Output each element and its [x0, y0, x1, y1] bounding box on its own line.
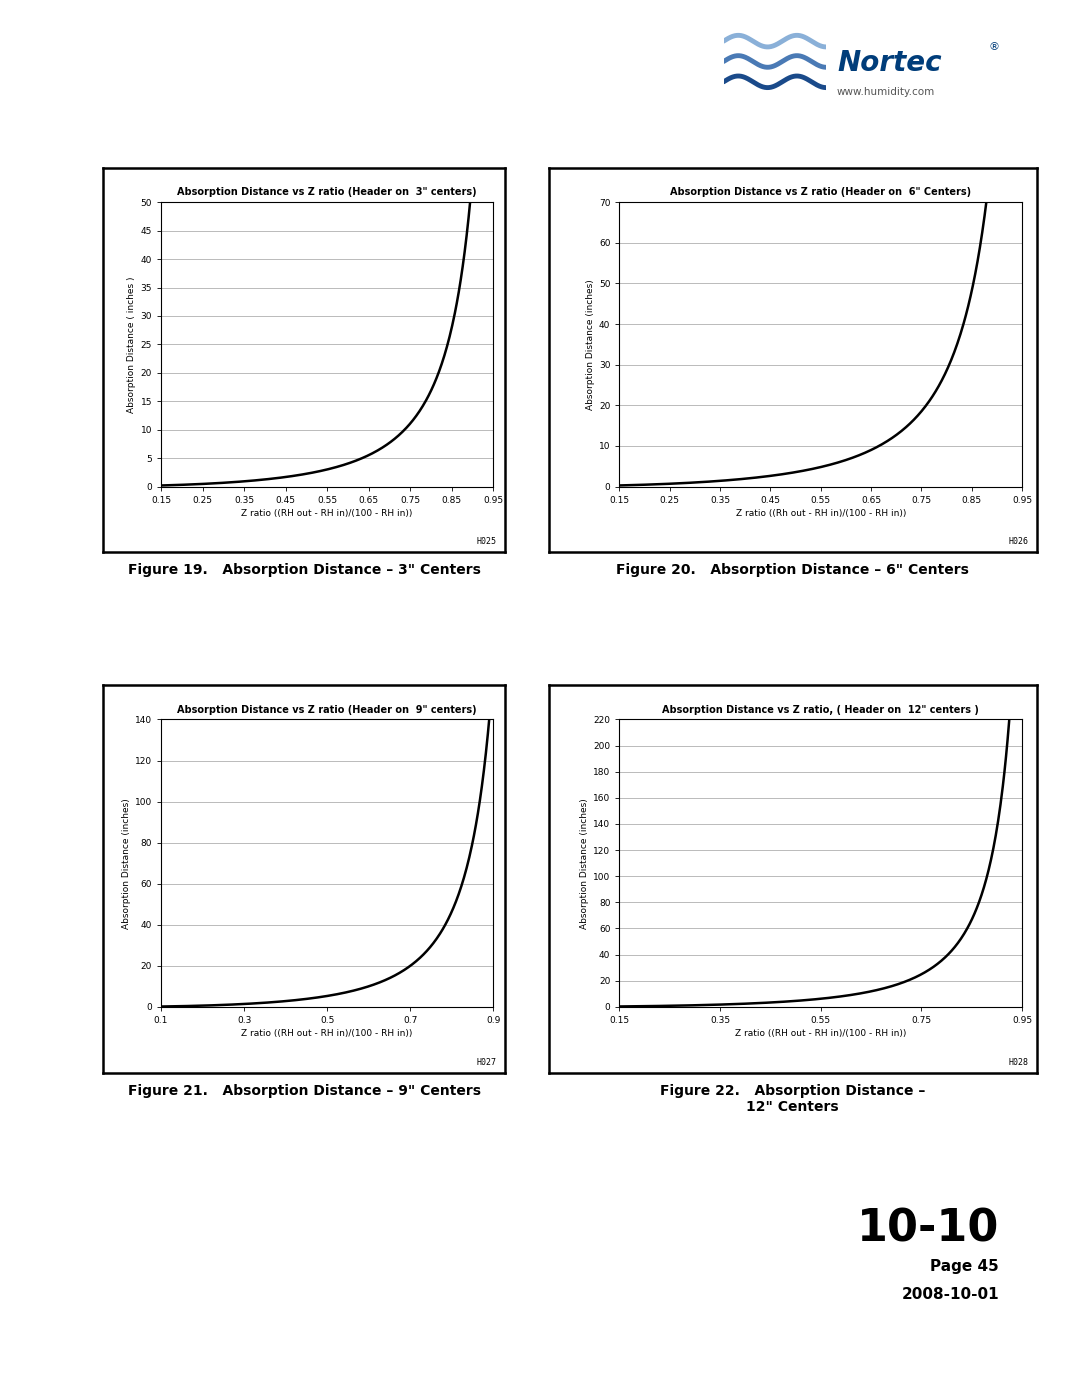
Text: 10-10: 10-10 [856, 1207, 999, 1250]
Text: H026: H026 [1008, 538, 1028, 546]
Text: Page 45: Page 45 [930, 1259, 999, 1274]
Title: Absorption Distance vs Z ratio (Header on  3" centers): Absorption Distance vs Z ratio (Header o… [177, 187, 477, 197]
X-axis label: Z ratio ((Rh out - RH in)/(100 - RH in)): Z ratio ((Rh out - RH in)/(100 - RH in)) [735, 509, 906, 518]
Y-axis label: Absorption Distance (inches): Absorption Distance (inches) [122, 798, 131, 929]
Text: ®: ® [988, 42, 999, 53]
Title: Absorption Distance vs Z ratio, ( Header on  12" centers ): Absorption Distance vs Z ratio, ( Header… [662, 704, 980, 714]
Y-axis label: Absorption Distance (inches): Absorption Distance (inches) [585, 279, 595, 409]
Text: Figure 19.   Absorption Distance – 3" Centers: Figure 19. Absorption Distance – 3" Cent… [127, 563, 481, 577]
Text: H028: H028 [1008, 1059, 1028, 1067]
X-axis label: Z ratio ((RH out - RH in)/(100 - RH in)): Z ratio ((RH out - RH in)/(100 - RH in)) [242, 509, 413, 518]
Text: Figure 22.   Absorption Distance –
12" Centers: Figure 22. Absorption Distance – 12" Cen… [660, 1084, 926, 1115]
Text: Nortec: Nortec [837, 49, 942, 77]
Y-axis label: Absorption Distance ( inches ): Absorption Distance ( inches ) [127, 277, 136, 412]
Text: Figure 20.   Absorption Distance – 6" Centers: Figure 20. Absorption Distance – 6" Cent… [617, 563, 969, 577]
Title: Absorption Distance vs Z ratio (Header on  9" centers): Absorption Distance vs Z ratio (Header o… [177, 704, 477, 714]
Y-axis label: Absorption Distance (inches): Absorption Distance (inches) [580, 798, 589, 929]
Title: Absorption Distance vs Z ratio (Header on  6" Centers): Absorption Distance vs Z ratio (Header o… [671, 187, 971, 197]
Text: www.humidity.com: www.humidity.com [837, 87, 935, 98]
Text: 2008-10-01: 2008-10-01 [902, 1287, 999, 1302]
X-axis label: Z ratio ((RH out - RH in)/(100 - RH in)): Z ratio ((RH out - RH in)/(100 - RH in)) [242, 1030, 413, 1038]
Text: Figure 21.   Absorption Distance – 9" Centers: Figure 21. Absorption Distance – 9" Cent… [127, 1084, 481, 1098]
Text: H027: H027 [476, 1059, 497, 1067]
Text: H025: H025 [476, 538, 497, 546]
X-axis label: Z ratio ((RH out - RH in)/(100 - RH in)): Z ratio ((RH out - RH in)/(100 - RH in)) [735, 1030, 906, 1038]
